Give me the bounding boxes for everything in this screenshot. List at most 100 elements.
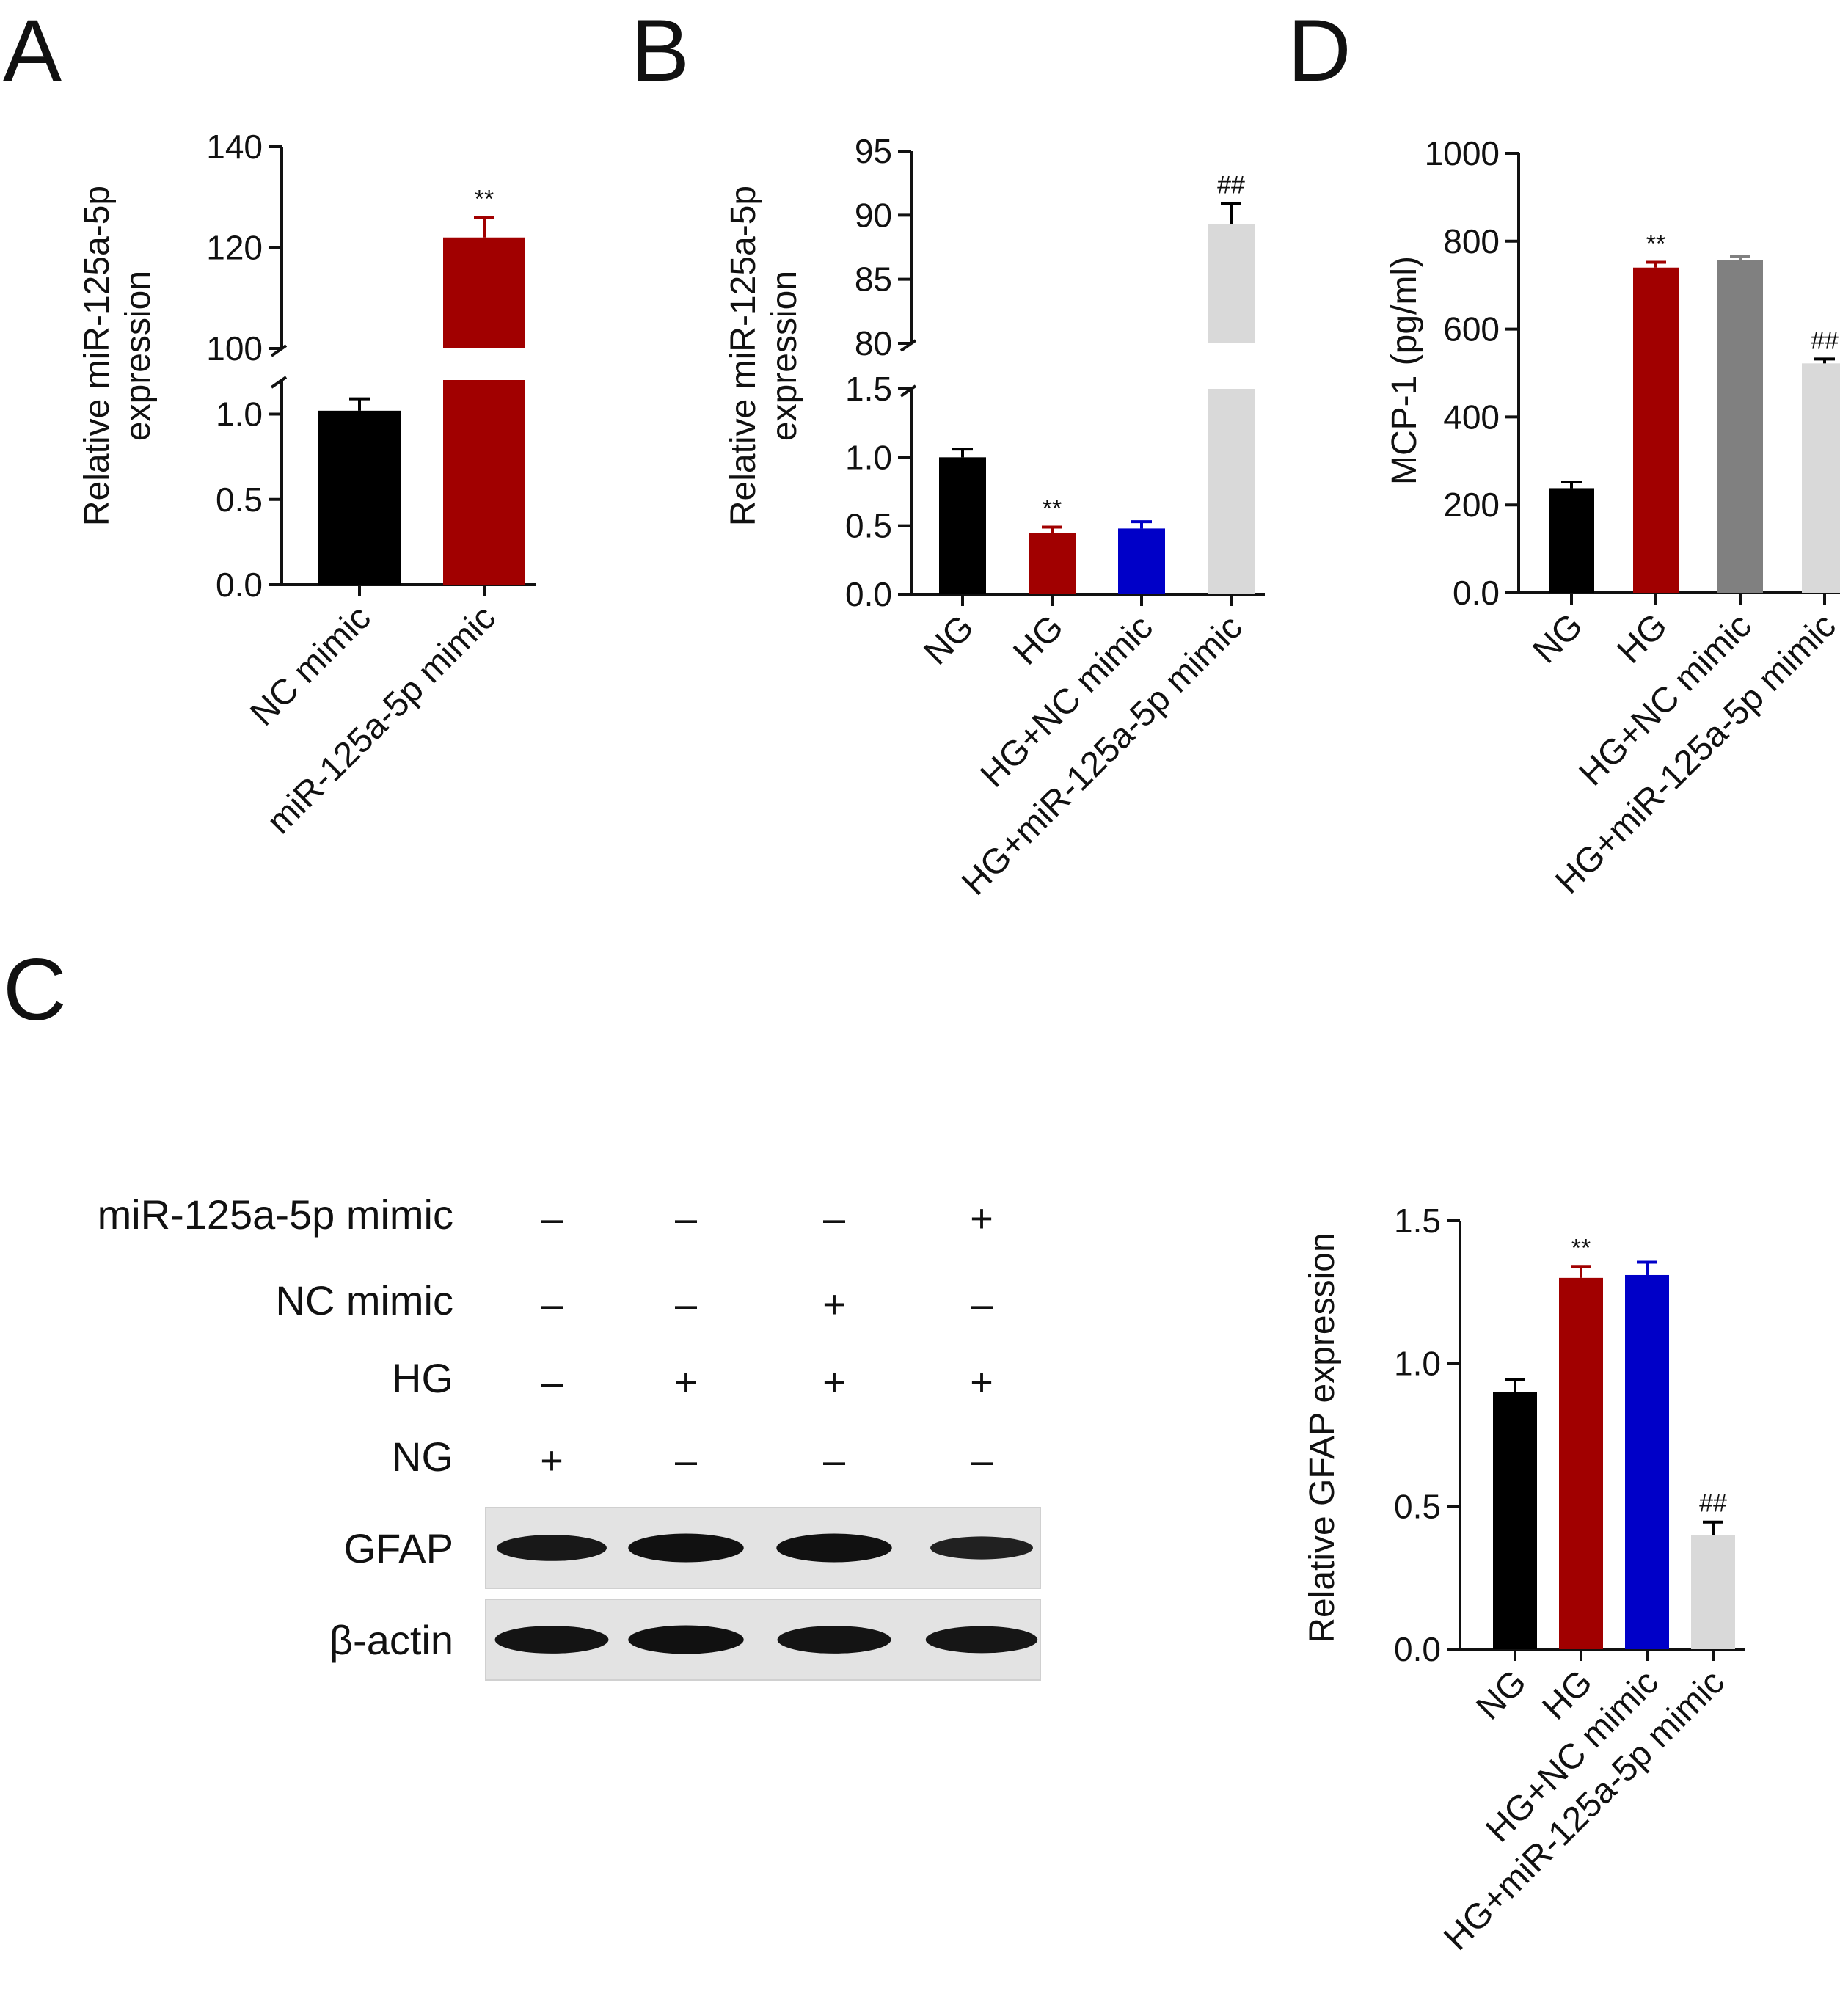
treatment-sign: – <box>675 1439 697 1483</box>
treatment-sign: – <box>971 1439 993 1483</box>
treatment-sign: + <box>970 1197 993 1241</box>
y-tick-label: 85 <box>855 260 892 299</box>
bar <box>1802 363 1840 593</box>
bar-lower-part <box>1208 389 1255 594</box>
blot-band <box>776 1533 892 1563</box>
category-label: NG <box>1525 606 1590 671</box>
category-label: NG <box>1469 1662 1533 1727</box>
panel-letter-b: B <box>631 1 690 100</box>
significance-label: ## <box>1811 326 1839 354</box>
y-tick-label: 200 <box>1443 486 1500 524</box>
blot-row-label: HG <box>392 1355 453 1401</box>
blot-band-label: β-actin <box>329 1617 453 1663</box>
category-label: NG <box>916 607 981 672</box>
axis-break-mark <box>899 384 917 398</box>
significance-label: ** <box>1043 495 1062 523</box>
treatment-sign: + <box>674 1360 698 1404</box>
y-tick-label: 140 <box>206 128 263 166</box>
y-axis-title: Relative miR-125a-5p <box>78 186 117 526</box>
category-label: HG <box>1006 607 1070 672</box>
treatment-sign: + <box>540 1439 563 1483</box>
panel-letter-c: C <box>3 941 67 1039</box>
y-axis-title: expression <box>765 271 804 441</box>
y-tick-label: 0.5 <box>845 507 892 545</box>
y-tick-label: 120 <box>206 229 263 267</box>
treatment-sign: – <box>971 1282 993 1326</box>
y-tick-label: 1.0 <box>1394 1345 1441 1383</box>
category-label: HG <box>1610 606 1674 671</box>
blot-band <box>494 1626 609 1654</box>
bar <box>939 457 986 594</box>
blot-band <box>777 1626 891 1654</box>
y-tick-label: 0.0 <box>1453 574 1500 612</box>
treatment-sign: – <box>541 1360 563 1404</box>
blot-band <box>628 1625 744 1654</box>
blot-row-label: NC mimic <box>275 1277 453 1323</box>
bar <box>1625 1274 1669 1649</box>
axis-break-mark <box>270 344 288 357</box>
panel-letter-a: A <box>3 1 62 100</box>
bar <box>1717 260 1763 593</box>
bar <box>1493 1392 1537 1649</box>
western-blot: miR-125a-5p mimic – – – + NC mimic – – + – HG – + + + N… <box>98 1191 1041 1681</box>
significance-label: ## <box>1217 172 1245 200</box>
chart-a: 0.0 0.5 1.0 100 120 140 NC mimic ** miR-125a-5p … <box>78 128 536 841</box>
treatment-sign: + <box>822 1282 846 1326</box>
blot-band <box>930 1536 1033 1560</box>
y-tick-label: 600 <box>1443 310 1500 348</box>
treatment-sign: – <box>823 1197 845 1241</box>
blot-band-label: GFAP <box>344 1525 453 1571</box>
y-tick-label: 0.5 <box>216 481 263 519</box>
y-axis-title: Relative GFAP expression <box>1303 1232 1342 1643</box>
axis-break-mark <box>899 339 917 352</box>
treatment-sign: – <box>823 1439 845 1483</box>
category-label: NC mimic <box>243 598 379 734</box>
blot-row-label: miR-125a-5p mimic <box>98 1191 453 1238</box>
bar <box>318 410 401 585</box>
bar-lower-part <box>443 380 525 585</box>
y-tick-label: 1.0 <box>845 438 892 476</box>
y-tick-label: 0.0 <box>845 575 892 613</box>
blot-band <box>497 1535 607 1561</box>
blot-band <box>628 1533 744 1563</box>
axis-break-mark <box>270 376 288 389</box>
treatment-sign: – <box>541 1197 563 1241</box>
significance-label: ** <box>475 185 494 213</box>
y-tick-label: 100 <box>206 329 263 368</box>
treatment-sign: + <box>970 1360 993 1404</box>
blot-band <box>925 1626 1038 1654</box>
category-label: miR-125a-5p mimic <box>260 598 503 841</box>
y-tick-label: 1000 <box>1425 134 1500 172</box>
y-tick-label: 0.5 <box>1394 1487 1441 1525</box>
y-tick-label: 0.0 <box>1394 1630 1441 1668</box>
significance-label: ** <box>1646 230 1665 258</box>
bar <box>1118 528 1165 594</box>
y-axis-title: Relative miR-125a-5p <box>724 186 763 526</box>
y-tick-label: 1.5 <box>1394 1202 1441 1240</box>
bar <box>1559 1277 1603 1649</box>
y-tick-label: 400 <box>1443 398 1500 436</box>
significance-label: ** <box>1571 1234 1591 1262</box>
treatment-sign: – <box>541 1282 563 1326</box>
y-tick-label: 1.0 <box>216 395 263 434</box>
y-axis-title: MCP-1 (pg/ml) <box>1385 256 1424 485</box>
y-tick-label: 80 <box>855 324 892 362</box>
bar-upper-part <box>443 237 525 348</box>
y-axis-title: expression <box>119 271 158 441</box>
bar <box>1633 267 1679 593</box>
treatment-sign: – <box>675 1282 697 1326</box>
y-tick-label: 800 <box>1443 222 1500 260</box>
bar <box>1029 533 1076 594</box>
treatment-sign: – <box>675 1197 697 1241</box>
bar <box>1549 488 1594 593</box>
y-tick-label: 95 <box>855 132 892 170</box>
y-tick-label: 0.0 <box>216 566 263 604</box>
significance-label: ## <box>1699 1490 1727 1518</box>
panel-letter-d: D <box>1288 1 1351 100</box>
y-tick-label: 90 <box>855 196 892 234</box>
